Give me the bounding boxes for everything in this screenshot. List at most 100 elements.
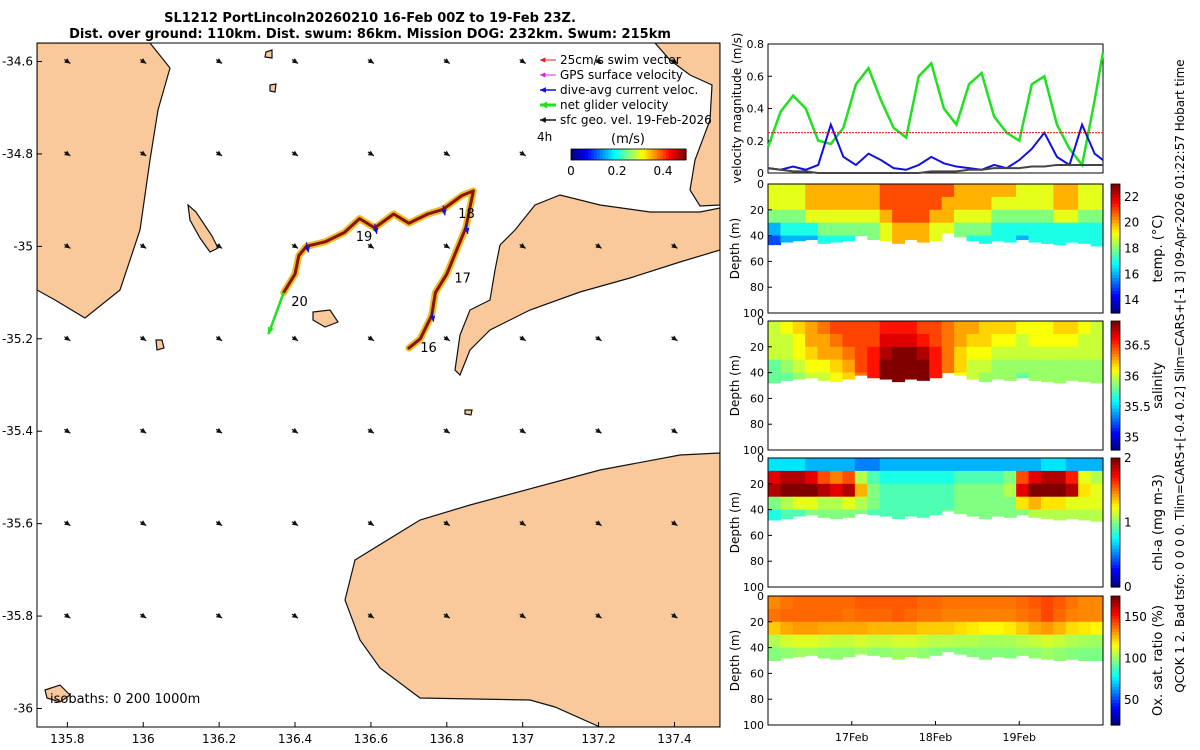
section-cell — [978, 321, 992, 335]
section-cell — [1028, 621, 1042, 636]
section-cell — [792, 235, 806, 242]
section-cell — [978, 333, 992, 348]
section-cell — [879, 634, 893, 649]
section-colorbar-cell — [1111, 280, 1120, 285]
sfc-vector-head — [215, 520, 223, 526]
section-colorbar-cell — [1111, 516, 1120, 520]
section-cell — [892, 470, 906, 485]
sfc-vector-head — [215, 427, 223, 434]
speed-colorbar-cell — [642, 149, 647, 160]
section-cell — [879, 596, 893, 610]
section-cell — [916, 596, 930, 610]
section-cell — [780, 509, 794, 520]
sfc-vector — [519, 427, 527, 434]
section-colorbar-cell — [1111, 480, 1120, 485]
section-cell — [805, 222, 819, 237]
section-cell — [768, 470, 782, 485]
section-colorbar-cell — [1111, 433, 1120, 438]
section-cell — [1040, 596, 1054, 610]
section-colorbar-cell — [1111, 283, 1120, 288]
section-cell — [1065, 346, 1079, 361]
section-colorbar-cell — [1111, 702, 1120, 707]
section-cell — [768, 509, 782, 521]
section-cell — [780, 321, 794, 335]
velocity-frame — [767, 43, 1104, 174]
land-island-east-small — [464, 409, 473, 416]
section-cell — [1053, 647, 1067, 661]
section-cell — [1053, 621, 1067, 636]
section-cell — [879, 235, 893, 242]
section-cell — [1090, 483, 1104, 498]
section-cell — [792, 222, 806, 237]
sfc-vector-head — [595, 335, 602, 341]
section-colorbar-cell — [1111, 388, 1120, 393]
speed-colorbar-cell — [654, 149, 658, 160]
day-label: 19 — [356, 230, 373, 245]
section-colorbar-cell — [1111, 615, 1120, 620]
section-cell — [978, 209, 992, 224]
section-cell — [978, 346, 992, 361]
section-cell — [1053, 346, 1067, 361]
section-panel-chlorophyll: 0 20 40 60 80 100 Depth (m) 0 1 2 chl-a (mg m-3) — [728, 451, 1166, 594]
sfc-vector — [139, 612, 147, 619]
section-cell — [954, 596, 968, 610]
section-cell — [780, 359, 794, 374]
section-cell — [792, 458, 806, 472]
section-cell — [1065, 621, 1079, 636]
section-cell — [830, 321, 844, 335]
section-colorbar-label: Ox. sat. ratio (%) — [1151, 605, 1166, 716]
section-cell — [805, 496, 819, 511]
section-colorbar-cell — [1111, 296, 1120, 301]
sfc-vector — [367, 335, 375, 342]
dive-current-vector — [304, 242, 310, 253]
section-cell — [929, 235, 943, 242]
section-colorbar-cell — [1111, 261, 1120, 266]
sfc-vector — [64, 612, 71, 619]
section-cell — [1040, 458, 1054, 472]
speed-colorbar-cell — [602, 149, 607, 160]
section-cell — [1016, 496, 1030, 511]
section-cell — [879, 621, 893, 636]
section-cell — [892, 184, 906, 198]
section-cell — [792, 333, 806, 348]
section-colorbar-cell — [1111, 522, 1120, 527]
section-cell — [1065, 608, 1079, 623]
section-colorbar-cell — [1111, 346, 1120, 351]
section-cell — [941, 222, 955, 234]
section-cell — [842, 222, 856, 237]
section-colorbar-cell — [1111, 395, 1120, 399]
section-colorbar-cell — [1111, 493, 1120, 498]
section-colorbar-cell — [1111, 686, 1120, 691]
section-colorbar-cell — [1111, 525, 1120, 530]
section-cell — [1016, 647, 1030, 656]
section-cell — [768, 321, 782, 335]
section-colorbar-cell — [1111, 408, 1120, 412]
sfc-vector-head — [291, 243, 299, 249]
sfc-vector-head — [443, 243, 450, 249]
section-cell — [817, 222, 831, 237]
section-cell — [892, 647, 906, 660]
section-cell — [991, 483, 1005, 498]
section-cell — [904, 333, 918, 348]
section-cell — [1040, 333, 1054, 348]
section-cell — [879, 372, 893, 380]
section-cell — [892, 333, 906, 348]
section-cell — [830, 372, 844, 383]
section-cell — [929, 621, 943, 636]
section-cell — [1016, 222, 1030, 237]
section-cell — [817, 321, 831, 335]
section-cell — [780, 372, 794, 381]
section-cell — [1090, 596, 1104, 610]
dive-current-vector — [372, 223, 379, 234]
section-cell — [892, 321, 906, 335]
section-cell — [941, 346, 955, 361]
legend-dive-label: dive-avg current veloc. — [560, 83, 698, 97]
section-cell — [768, 184, 782, 198]
section-colorbar-cell — [1111, 557, 1120, 562]
section-cell — [991, 470, 1005, 485]
section-cell — [780, 235, 794, 243]
section-cell — [780, 196, 794, 211]
sfc-vector-head — [519, 427, 526, 434]
section-cell — [978, 470, 992, 485]
section-cell — [879, 509, 893, 517]
